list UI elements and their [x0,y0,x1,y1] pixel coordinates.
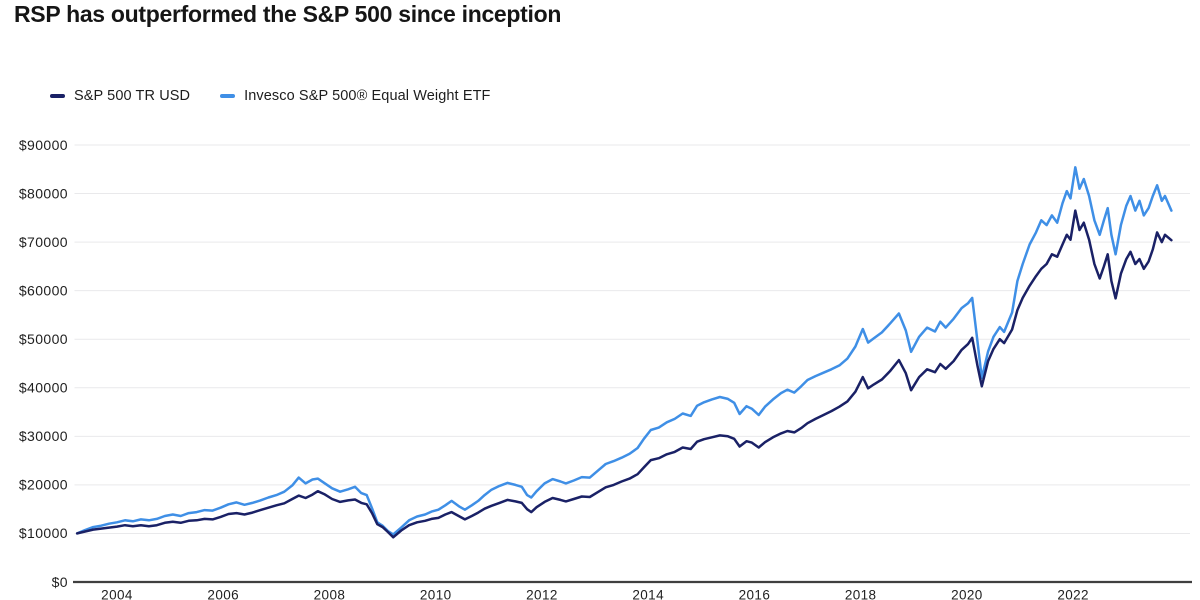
legend-label-sp500-tr: S&P 500 TR USD [74,88,191,104]
x-tick-label: 2020 [951,588,983,600]
legend-item-rsp: Invesco S&P 500® Equal Weight ETF [220,88,490,104]
x-tick-label: 2022 [1057,588,1089,600]
legend-swatch-rsp [220,94,236,98]
x-tick-label: 2010 [420,588,452,600]
y-tick-label: $30000 [19,428,68,444]
legend-label-rsp: Invesco S&P 500® Equal Weight ETF [244,88,491,104]
y-tick-label: $60000 [19,282,68,298]
y-tick-label: $20000 [19,477,68,493]
legend-swatch-sp500-tr [50,94,65,98]
chart-title: RSP has outperformed the S&P 500 since i… [14,1,562,27]
x-tick-label: 2006 [207,588,239,600]
y-tick-label: $50000 [19,331,68,347]
y-tick-label: $90000 [19,137,68,153]
x-tick-label: 2008 [314,588,346,600]
x-tick-label: 2014 [632,588,664,600]
y-tick-label: $40000 [19,380,68,396]
x-tick-label: 2018 [845,588,877,600]
y-tick-label: $0 [52,574,68,590]
legend: S&P 500 TR USD Invesco S&P 500® Equal We… [50,88,491,104]
y-tick-label: $80000 [19,185,68,201]
x-tick-label: 2016 [739,588,771,600]
y-tick-label: $10000 [19,525,68,541]
series-line-1 [75,166,1173,536]
y-tick-label: $70000 [19,234,68,250]
x-tick-label: 2004 [101,588,133,600]
x-tick-label: 2012 [526,588,558,600]
series-line-0 [75,209,1173,539]
legend-item-sp500-tr: S&P 500 TR USD [50,88,190,104]
